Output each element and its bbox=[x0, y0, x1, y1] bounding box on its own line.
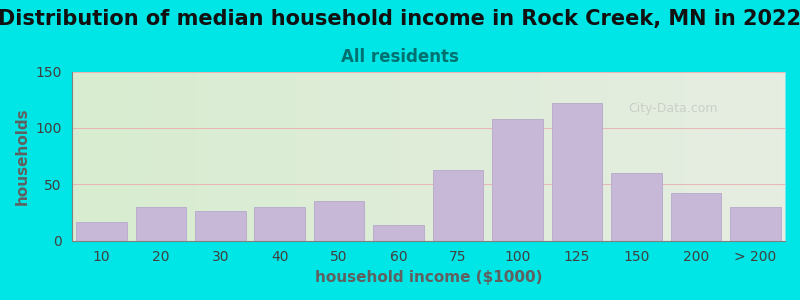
Bar bbox=[135, 207, 186, 241]
Bar bbox=[433, 169, 483, 241]
X-axis label: household income ($1000): household income ($1000) bbox=[314, 270, 542, 285]
Text: Distribution of median household income in Rock Creek, MN in 2022: Distribution of median household income … bbox=[0, 9, 800, 29]
Text: City-Data.com: City-Data.com bbox=[628, 102, 718, 115]
Bar bbox=[492, 119, 542, 241]
Y-axis label: households: households bbox=[15, 107, 30, 205]
Bar bbox=[552, 103, 602, 241]
Text: All residents: All residents bbox=[341, 48, 459, 66]
Bar bbox=[611, 173, 662, 241]
Bar bbox=[730, 207, 781, 241]
Bar bbox=[670, 193, 721, 241]
Bar bbox=[76, 221, 126, 241]
Bar bbox=[374, 225, 424, 241]
Bar bbox=[254, 207, 305, 241]
Bar bbox=[195, 212, 246, 241]
Bar bbox=[314, 201, 365, 241]
